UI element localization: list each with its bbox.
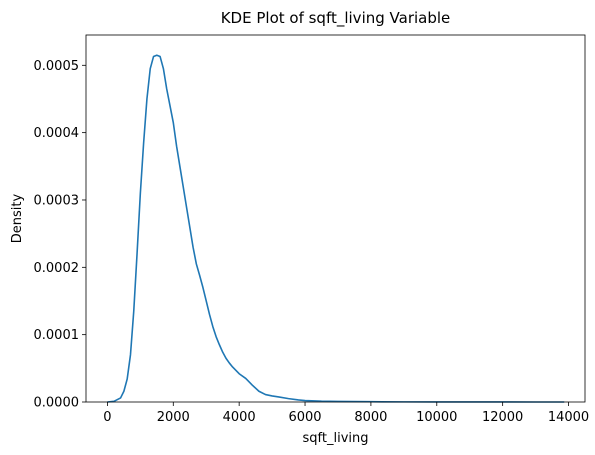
y-axis: 0.0000 0.0001 0.0002 0.0003 0.0004 0.0005: [34, 59, 86, 411]
x-tick-label: 2000: [157, 410, 190, 425]
y-tick-label: 0.0003: [34, 193, 80, 208]
series-line-sqft-living: [107, 54, 565, 403]
plot-frame: [85, 34, 586, 403]
x-tick-label: 8000: [354, 410, 387, 425]
x-tick-label: 12000: [482, 410, 523, 425]
x-tick-label: 4000: [223, 410, 256, 425]
y-tick-label: 0.0000: [34, 396, 80, 411]
x-axis: 0 2000 4000 6000 8000 10000 12000 14000: [103, 402, 589, 425]
x-tick-label: 0: [103, 410, 111, 425]
plot-area: [107, 54, 565, 403]
chart-title: KDE Plot of sqft_living Variable: [221, 9, 451, 28]
x-tick-label: 14000: [548, 410, 589, 425]
y-tick-label: 0.0004: [34, 126, 80, 141]
y-axis-label: Density: [10, 193, 25, 243]
x-tick-label: 10000: [416, 410, 457, 425]
x-tick-label: 6000: [288, 410, 321, 425]
y-tick-label: 0.0002: [34, 261, 80, 276]
y-tick-label: 0.0001: [34, 328, 80, 343]
x-axis-label: sqft_living: [303, 431, 369, 446]
y-tick-label: 0.0005: [34, 59, 80, 74]
